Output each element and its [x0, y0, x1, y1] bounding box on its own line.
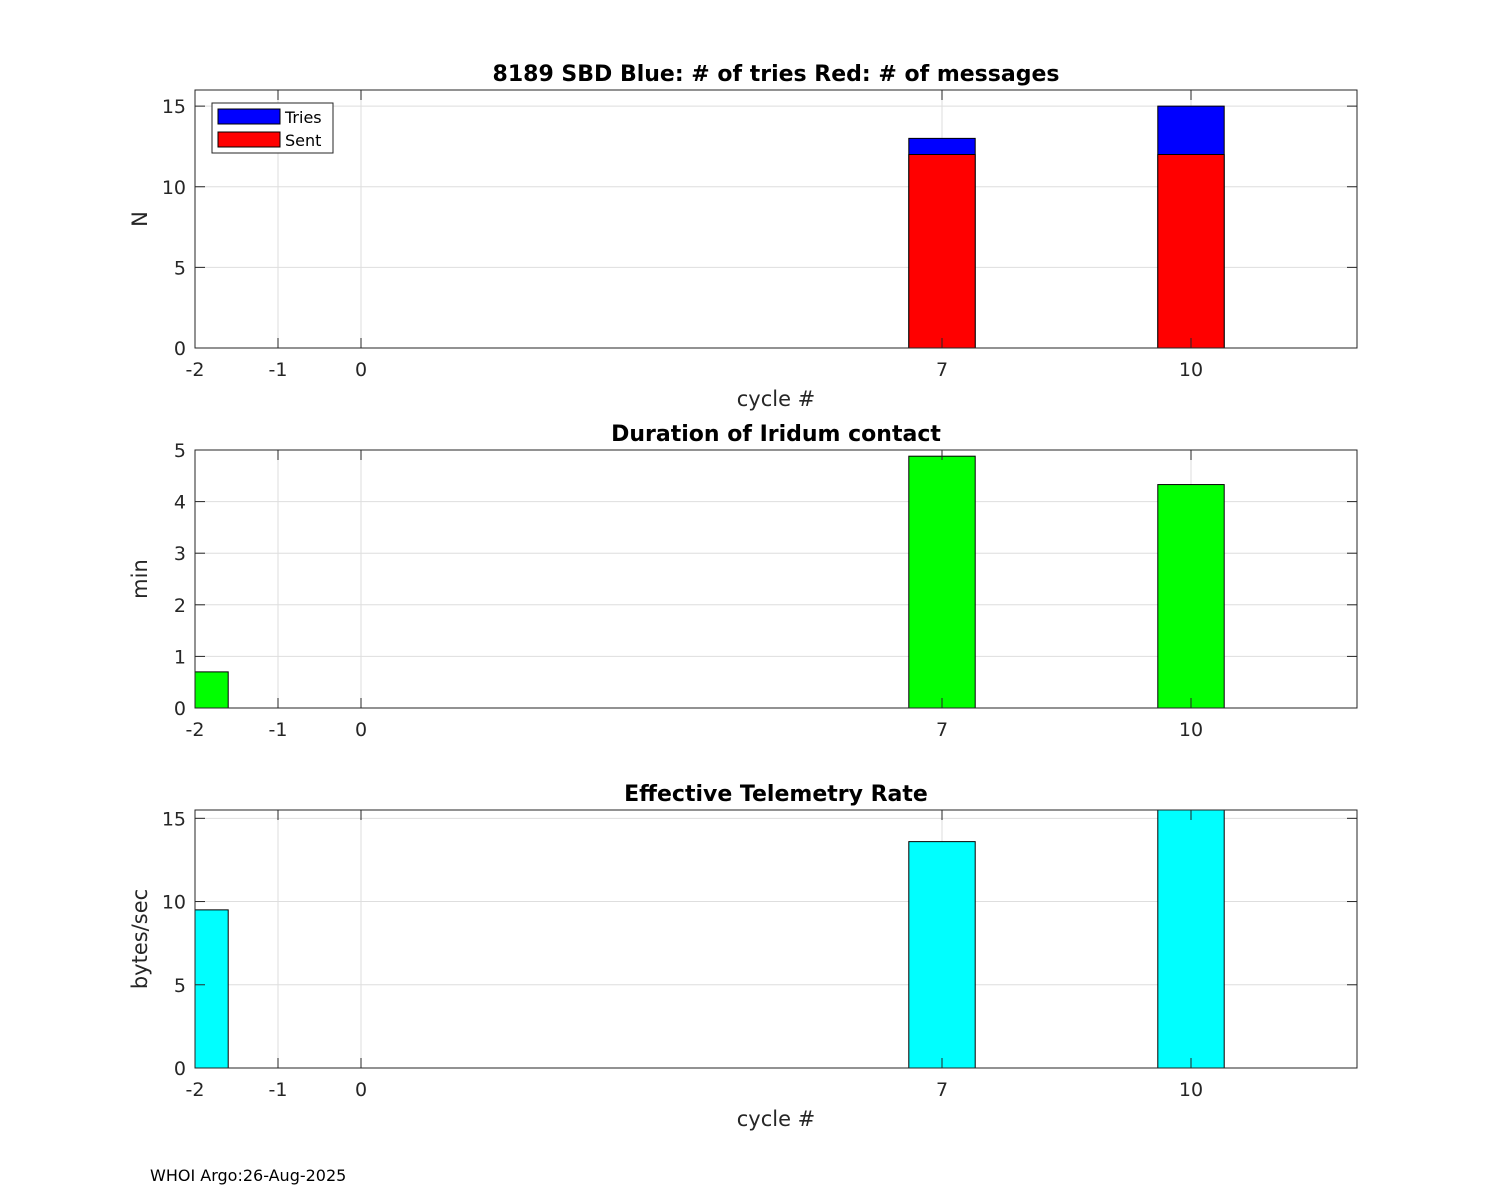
chart-title: Duration of Iridum contact	[611, 422, 941, 447]
y-tick-label: 0	[174, 698, 186, 720]
footer-credit: WHOI Argo:26-Aug-2025	[150, 1166, 347, 1185]
y-tick-label: 3	[174, 543, 186, 565]
x-tick-label: -1	[269, 359, 288, 381]
y-tick-label: 2	[174, 595, 186, 617]
y-tick-label: 5	[174, 975, 186, 997]
legend-label-tries: Tries	[284, 108, 322, 127]
x-axis-label: cycle #	[737, 1107, 816, 1131]
y-axis-label: N	[128, 211, 152, 227]
x-tick-label: -2	[186, 1079, 205, 1101]
legend-label-sent: Sent	[285, 131, 321, 150]
x-tick-label: 10	[1179, 719, 1203, 741]
x-tick-label: -1	[269, 1079, 288, 1101]
y-tick-label: 5	[174, 257, 186, 279]
y-tick-label: 10	[162, 892, 186, 914]
chart-panel-3: -2 -1 0 7 10 0 5 10 15 Effective Telemetry Rate cy…	[128, 782, 1358, 1131]
chart-title: 8189 SBD Blue: # of tries Red: # of mess…	[493, 62, 1060, 87]
axes-box	[194, 449, 1358, 709]
y-tick-label: 5	[174, 440, 186, 462]
bar-series-7	[908, 455, 976, 709]
bar-series--2	[194, 909, 229, 1069]
bar-sent-7	[908, 154, 976, 349]
x-tick-label: 10	[1179, 1079, 1203, 1101]
y-tick-label: 10	[162, 177, 186, 199]
x-tick-label: -1	[269, 719, 288, 741]
axes-box	[194, 89, 1358, 349]
legend-swatch-tries	[217, 108, 281, 125]
x-tick-label: 10	[1179, 359, 1203, 381]
bar-series--2	[194, 671, 229, 709]
y-tick-label: 1	[174, 646, 186, 668]
legend: Tries Sent	[211, 102, 334, 154]
x-tick-label: 7	[936, 359, 948, 381]
y-axis-label: min	[128, 559, 152, 599]
y-tick-label: 4	[174, 492, 186, 514]
x-tick-label: 0	[355, 1079, 367, 1101]
chart-panel-2: -2 -1 0 7 10 0 1 2 3 4 5 Duration of Iridum contact…	[128, 422, 1358, 741]
x-axis-label: cycle #	[737, 387, 816, 411]
bar-series-10	[1157, 809, 1225, 1069]
chart-panel-1: -2 -1 0 7 10 0 5 10 15 8189 SBD Blue: # of tries …	[128, 62, 1358, 411]
y-tick-label: 15	[162, 96, 186, 118]
x-tick-label: 0	[355, 719, 367, 741]
legend-swatch-sent	[217, 131, 281, 148]
bar-series-7	[908, 841, 976, 1069]
chart-title: Effective Telemetry Rate	[624, 782, 928, 807]
y-axis-label: bytes/sec	[128, 889, 152, 989]
x-tick-label: 7	[936, 719, 948, 741]
bar-series-10	[1157, 484, 1225, 709]
x-tick-label: 7	[936, 1079, 948, 1101]
x-tick-label: -2	[186, 719, 205, 741]
bar-sent-10	[1157, 154, 1225, 349]
y-tick-label: 0	[174, 1058, 186, 1080]
y-tick-label: 15	[162, 808, 186, 830]
x-tick-label: 0	[355, 359, 367, 381]
y-tick-label: 0	[174, 338, 186, 360]
x-tick-label: -2	[186, 359, 205, 381]
axes-box	[194, 809, 1358, 1069]
